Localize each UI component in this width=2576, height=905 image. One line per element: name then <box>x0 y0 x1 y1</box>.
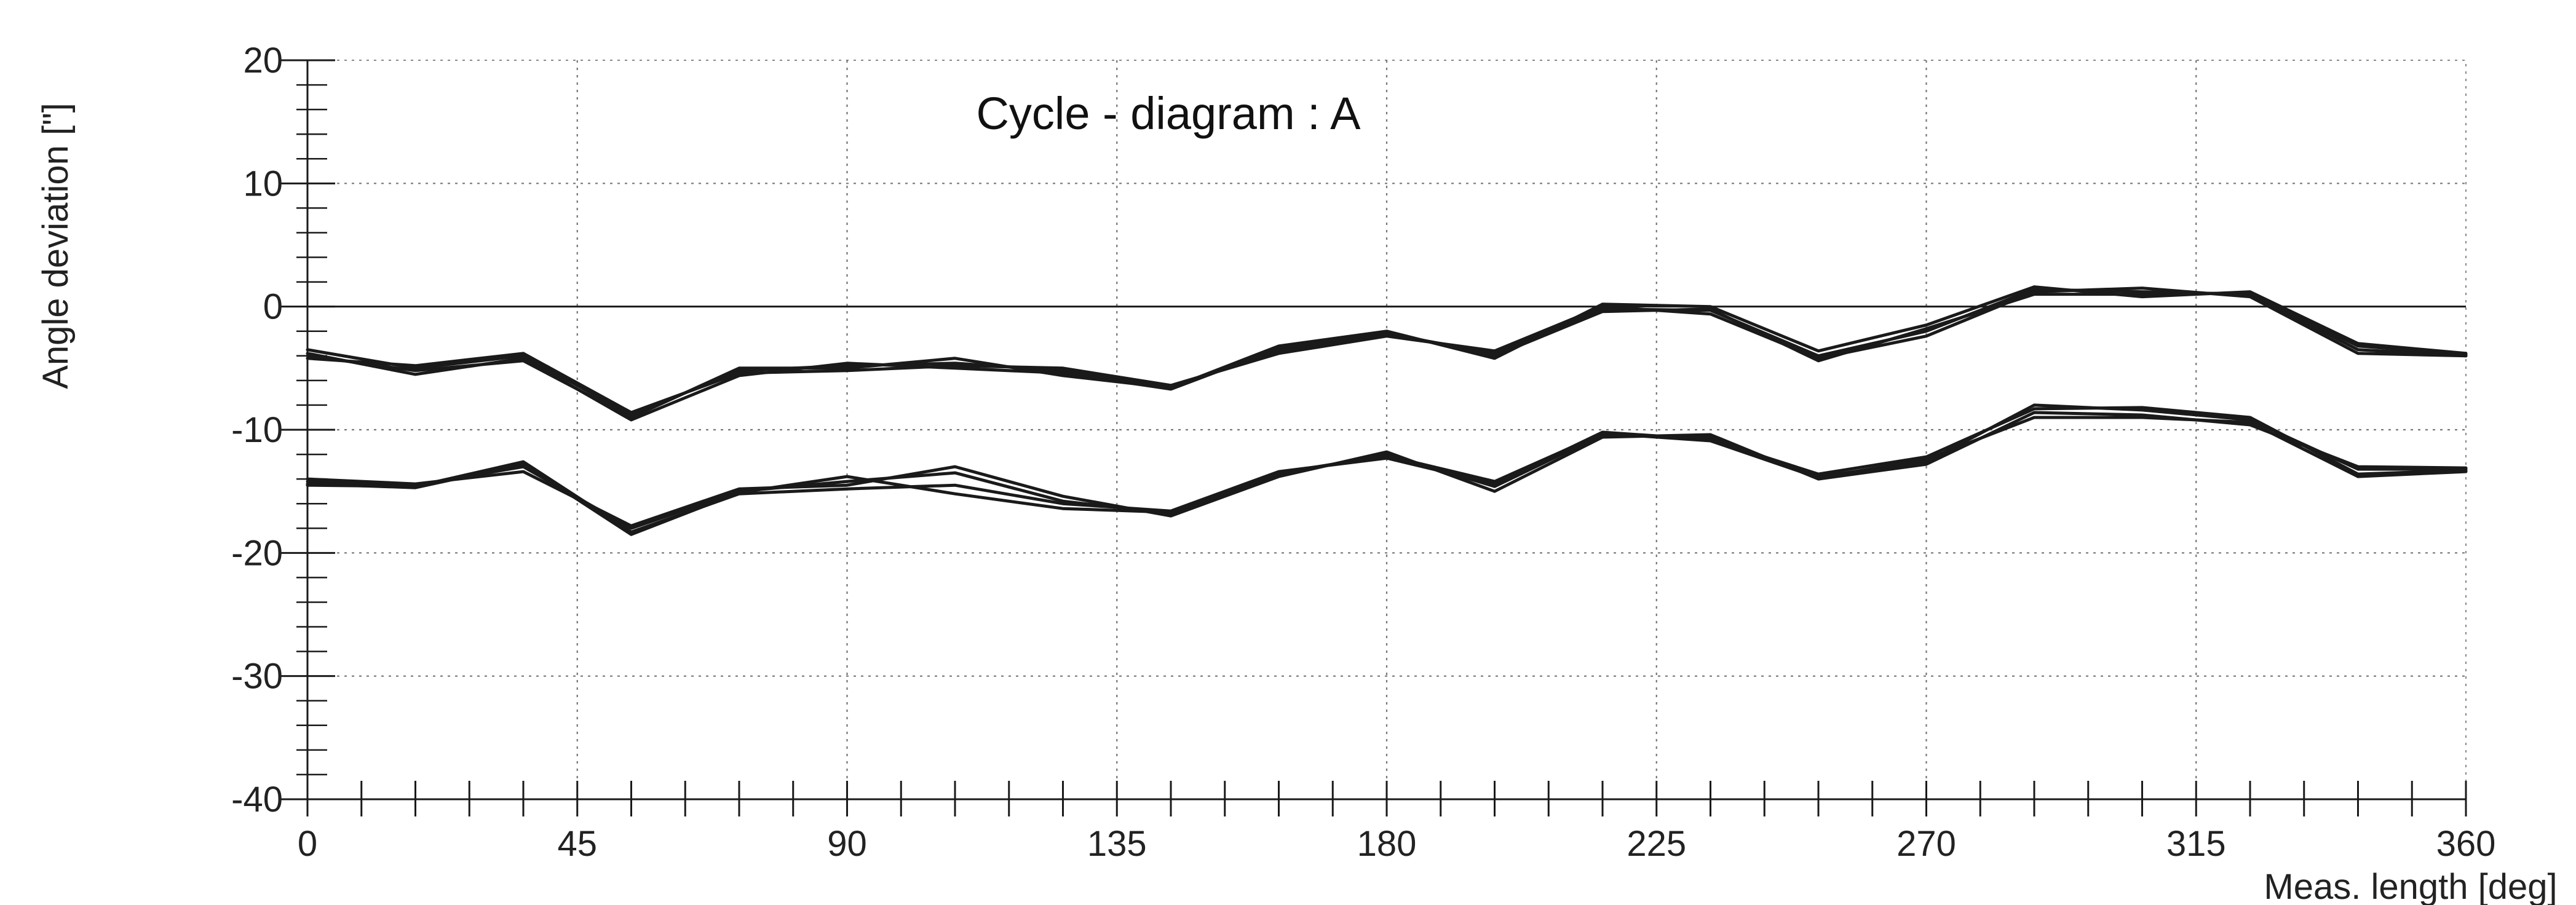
y-tick-label: 20 <box>243 41 283 81</box>
x-tick-label: 270 <box>1896 824 1956 864</box>
series-line-8 <box>306 416 2468 536</box>
series-line-3 <box>306 287 2468 414</box>
series-line-4 <box>306 291 2468 422</box>
series-line-6 <box>306 406 2468 534</box>
series-line-7 <box>306 411 2468 528</box>
y-tick-label: -10 <box>231 410 283 450</box>
x-tick-label: 180 <box>1357 824 1417 864</box>
y-tick-label: 0 <box>263 287 283 327</box>
y-tick-label: -20 <box>231 533 283 573</box>
x-tick-label: 90 <box>827 824 867 864</box>
y-tick-label: -40 <box>231 780 283 820</box>
chart-title: Cycle - diagram : A <box>976 88 1361 139</box>
x-tick-label: 225 <box>1627 824 1686 864</box>
x-tick-label: 135 <box>1087 824 1147 864</box>
grid-layer <box>307 60 2467 800</box>
y-tick-label: -30 <box>231 657 283 697</box>
series-layer <box>306 285 2468 536</box>
y-axis-title: Angle deviation ["] <box>36 103 76 389</box>
x-tick-label: 360 <box>2436 824 2496 864</box>
series-line-1 <box>306 288 2468 417</box>
x-tick-label: 0 <box>298 824 317 864</box>
axes-layer <box>280 59 2467 816</box>
y-tick-label: 10 <box>243 164 283 204</box>
label-layer: 20 10 0 -10 -20 -30 -40 0 45 90 135 180 225 270 315 360 <box>231 41 2495 864</box>
x-tick-label: 45 <box>557 824 597 864</box>
x-axis-title: Meas. length [deg] <box>2264 867 2557 905</box>
x-tick-label: 315 <box>2166 824 2226 864</box>
